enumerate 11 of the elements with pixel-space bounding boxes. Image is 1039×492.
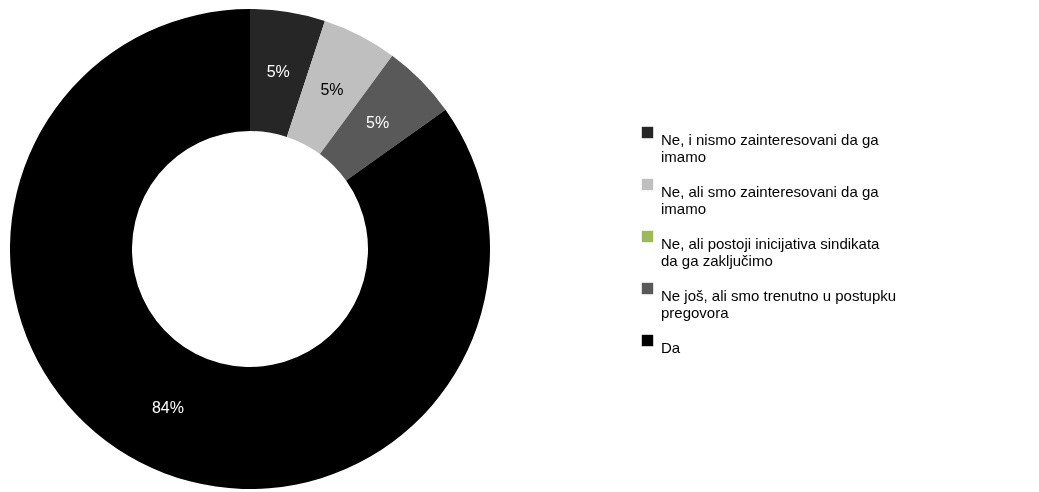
legend-label: Ne, i nismo zainteresovani da ga imamo	[661, 130, 880, 165]
legend-label: Ne, ali postoji inicijativa sindikata da ga zaključimo	[661, 234, 881, 269]
legend-label: Ne, ali smo zainteresovani da ga imamo	[661, 182, 880, 217]
legend-label: Ne još, ali smo trenutno u postupku pregovora	[661, 286, 897, 321]
data-label: 84%	[151, 399, 184, 417]
data-label: 5%	[366, 114, 390, 132]
donut-slice	[10, 9, 490, 489]
donut-slice	[319, 55, 446, 181]
data-label: 5%	[266, 63, 290, 81]
data-label: 5%	[320, 80, 344, 98]
legend-label: Da	[661, 338, 681, 356]
